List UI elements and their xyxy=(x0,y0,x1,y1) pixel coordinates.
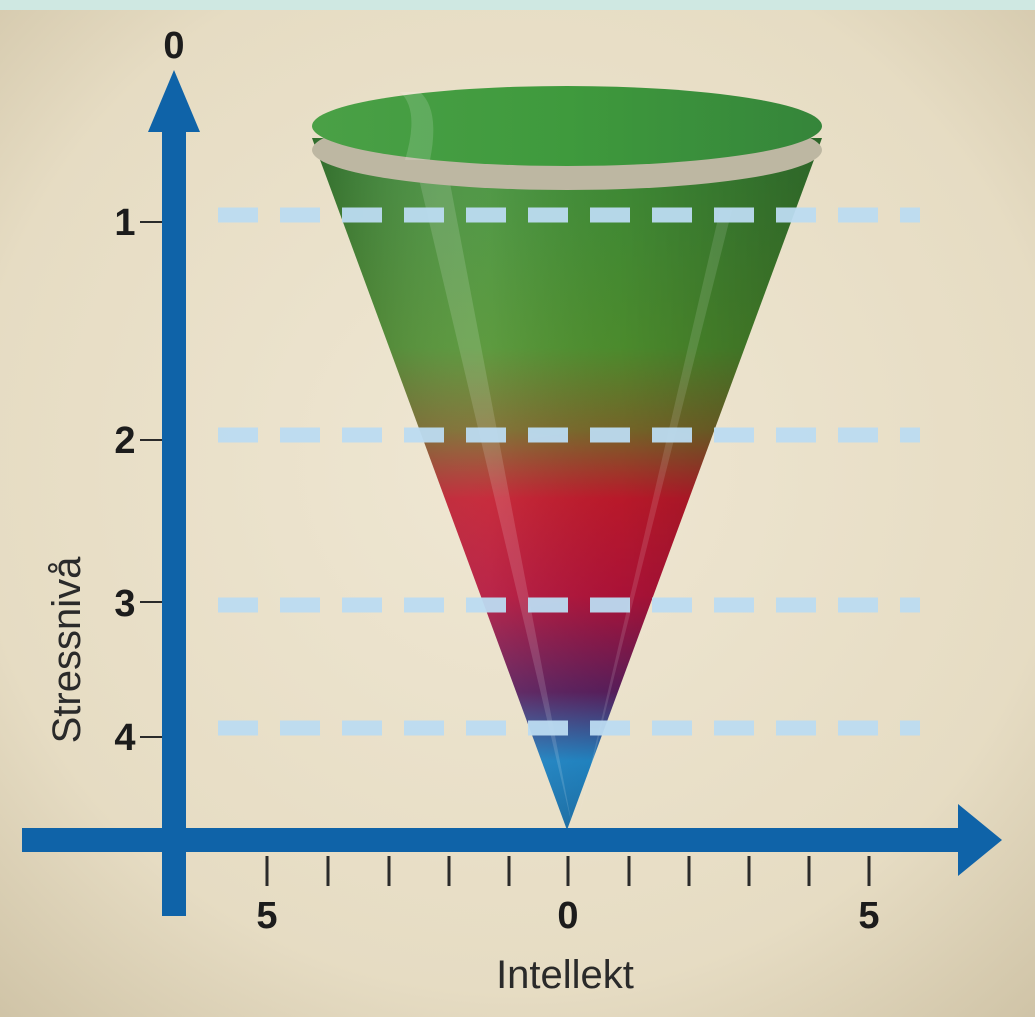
x-axis-title: Intellekt xyxy=(496,953,634,997)
y-tick-label-3: 3 xyxy=(114,583,135,625)
cone-highlight xyxy=(405,120,572,825)
stress-intellect-diagram: 0 1 2 3 4 Stressnivå 5 0 5 Intellekt xyxy=(0,10,1035,1017)
y-tick-label-4: 4 xyxy=(114,717,135,759)
y-tick-label-2: 2 xyxy=(114,420,135,462)
x-axis xyxy=(22,804,1002,886)
x-tick-label-left: 5 xyxy=(256,895,277,937)
cone-rim-shine xyxy=(400,92,434,160)
x-tick-label-center: 0 xyxy=(557,895,578,937)
stress-cone xyxy=(312,86,822,830)
y-axis xyxy=(140,70,200,916)
x-tick-label-right: 5 xyxy=(858,895,879,937)
x-axis-line xyxy=(22,828,962,852)
y-tick-label-1: 1 xyxy=(114,202,135,244)
cone-shading xyxy=(312,138,822,830)
y-tick-label-0: 0 xyxy=(163,25,184,67)
stress-level-lines xyxy=(218,207,920,736)
cone-rim xyxy=(312,86,822,166)
y-axis-title: Stressnivå xyxy=(45,556,89,743)
x-axis-arrowhead xyxy=(958,804,1002,876)
y-axis-arrowhead xyxy=(148,70,200,132)
y-axis-line xyxy=(162,128,186,916)
cone-highlight xyxy=(578,210,732,820)
